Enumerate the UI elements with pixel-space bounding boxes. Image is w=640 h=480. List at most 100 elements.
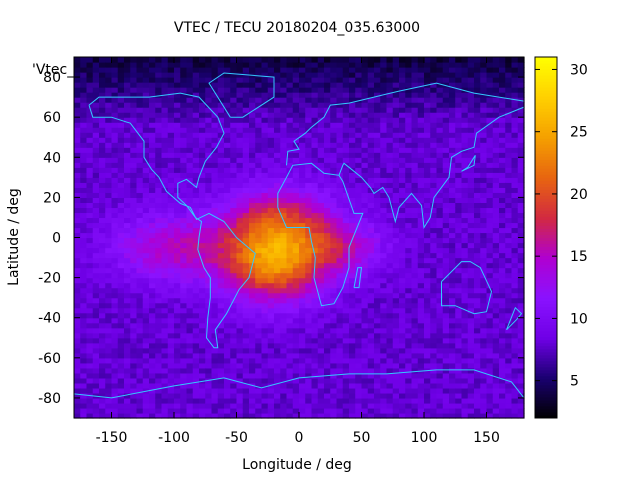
heatmap-cell: [355, 282, 363, 289]
heatmap-cell: [411, 167, 419, 173]
heatmap-cell: [242, 362, 250, 369]
heatmap-cell: [105, 332, 113, 339]
heatmap-cell: [255, 237, 263, 244]
heatmap-cell: [380, 337, 388, 344]
heatmap-cell: [111, 202, 119, 209]
heatmap-cell: [74, 142, 81, 148]
heatmap-cell: [467, 387, 475, 394]
heatmap-cell: [349, 277, 356, 284]
heatmap-cell: [367, 57, 375, 63]
heatmap-cell: [486, 277, 494, 284]
heatmap-cell: [74, 407, 81, 414]
heatmap-cell: [374, 327, 381, 334]
heatmap-cell: [236, 212, 244, 219]
heatmap-cell: [261, 292, 269, 299]
heatmap-cell: [374, 282, 381, 289]
heatmap-cell: [449, 227, 456, 234]
heatmap-cell: [286, 402, 294, 409]
heatmap-cell: [299, 357, 306, 364]
heatmap-cell: [74, 312, 81, 319]
heatmap-cell: [92, 272, 100, 279]
heatmap-cell: [130, 267, 138, 274]
heatmap-cell: [174, 197, 181, 203]
heatmap-cell: [224, 237, 231, 244]
heatmap-cell: [80, 282, 88, 289]
heatmap-cell: [367, 167, 375, 173]
heatmap-cell: [442, 357, 450, 364]
heatmap-cell: [86, 122, 94, 128]
heatmap-cell: [474, 237, 481, 244]
heatmap-cell: [411, 112, 419, 118]
heatmap-cell: [480, 397, 488, 404]
heatmap-cell: [342, 352, 350, 359]
heatmap-cell: [417, 247, 425, 254]
heatmap-cell: [286, 157, 294, 163]
heatmap-cell: [324, 292, 331, 299]
heatmap-cell: [405, 177, 413, 183]
heatmap-cell: [461, 232, 469, 239]
heatmap-cell: [361, 92, 369, 98]
heatmap-cell: [130, 262, 138, 269]
heatmap-cell: [186, 97, 194, 103]
heatmap-cell: [217, 377, 225, 384]
heatmap-cell: [105, 292, 113, 299]
heatmap-cell: [142, 397, 150, 404]
heatmap-cell: [86, 287, 94, 294]
heatmap-cell: [386, 237, 394, 244]
heatmap-cell: [455, 57, 463, 63]
heatmap-cell: [217, 212, 225, 219]
heatmap-cell: [167, 302, 175, 309]
heatmap-cell: [336, 177, 344, 183]
heatmap-cell: [236, 307, 244, 314]
heatmap-cell: [486, 242, 494, 249]
heatmap-cell: [286, 217, 294, 224]
heatmap-cell: [330, 337, 338, 344]
heatmap-cell: [386, 192, 394, 198]
heatmap-cell: [205, 152, 213, 158]
heatmap-cell: [286, 407, 294, 414]
heatmap-cell: [236, 112, 244, 118]
heatmap-cell: [349, 412, 356, 419]
heatmap-cell: [392, 212, 400, 219]
heatmap-cell: [367, 82, 375, 88]
heatmap-cell: [286, 62, 294, 68]
heatmap-cell: [449, 332, 456, 339]
heatmap-cell: [136, 272, 144, 279]
heatmap-cell: [267, 72, 275, 78]
heatmap-cell: [324, 127, 331, 133]
heatmap-cell: [167, 132, 175, 138]
heatmap-cell: [436, 217, 444, 224]
heatmap-cell: [292, 202, 300, 209]
heatmap-cell: [111, 282, 119, 289]
heatmap-cell: [267, 132, 275, 138]
heatmap-cell: [205, 77, 213, 83]
heatmap-cell: [149, 147, 156, 153]
heatmap-cell: [505, 367, 513, 374]
heatmap-cell: [155, 362, 163, 369]
heatmap-cell: [492, 152, 500, 158]
heatmap-cell: [261, 112, 269, 118]
heatmap-cell: [424, 162, 431, 168]
heatmap-cell: [467, 62, 475, 68]
heatmap-cell: [99, 407, 106, 414]
heatmap-cell: [267, 182, 275, 188]
heatmap-cell: [399, 347, 406, 354]
heatmap-cell: [105, 127, 113, 133]
heatmap-cell: [105, 72, 113, 78]
heatmap-cell: [92, 242, 100, 249]
heatmap-cell: [449, 252, 456, 259]
heatmap-cell: [249, 342, 256, 349]
heatmap-cell: [280, 352, 288, 359]
heatmap-cell: [292, 292, 300, 299]
heatmap-cell: [305, 387, 313, 394]
heatmap-cell: [261, 127, 269, 133]
heatmap-cell: [424, 252, 431, 259]
heatmap-cell: [105, 137, 113, 143]
heatmap-cell: [274, 357, 281, 364]
heatmap-cell: [280, 107, 288, 113]
heatmap-cell: [374, 122, 381, 128]
heatmap-cell: [174, 122, 181, 128]
heatmap-cell: [442, 87, 450, 93]
heatmap-cell: [430, 147, 438, 153]
heatmap-cell: [130, 347, 138, 354]
